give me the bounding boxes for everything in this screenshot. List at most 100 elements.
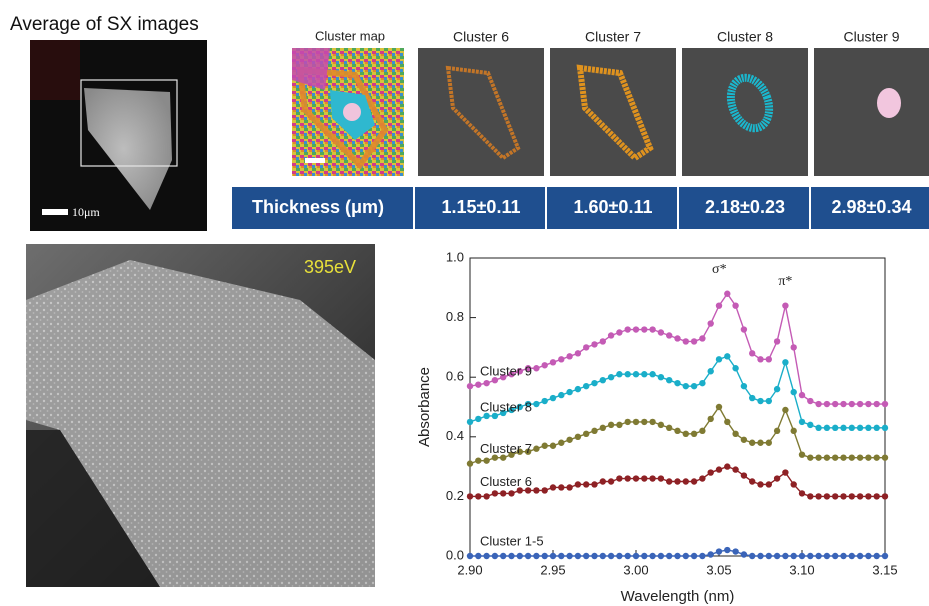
data-point	[716, 302, 722, 308]
cluster-header: Cluster 9	[843, 29, 899, 45]
data-point	[575, 386, 581, 392]
data-point	[616, 371, 622, 377]
data-point	[558, 356, 564, 362]
data-point	[741, 326, 747, 332]
data-point	[591, 481, 597, 487]
data-point	[708, 368, 714, 374]
data-point	[625, 553, 631, 559]
figure: Average of SX images 10μm Cluster map Cl…	[0, 0, 929, 606]
data-point	[475, 493, 481, 499]
data-point	[658, 422, 664, 428]
data-point	[874, 493, 880, 499]
data-point	[882, 425, 888, 431]
data-point	[600, 425, 606, 431]
data-point	[558, 440, 564, 446]
data-point	[741, 551, 747, 557]
x-tick-label: 3.05	[706, 562, 731, 577]
data-point	[475, 381, 481, 387]
data-point	[815, 425, 821, 431]
data-point	[666, 377, 672, 383]
data-point	[550, 395, 556, 401]
data-point	[550, 484, 556, 490]
x-tick-label: 2.90	[457, 562, 482, 577]
data-point	[766, 398, 772, 404]
data-point	[616, 329, 622, 335]
data-point	[849, 553, 855, 559]
series-line	[470, 356, 885, 428]
data-point	[774, 475, 780, 481]
data-point	[724, 463, 730, 469]
data-point	[882, 401, 888, 407]
data-point	[658, 329, 664, 335]
data-point	[849, 425, 855, 431]
data-point	[508, 490, 514, 496]
data-point	[566, 437, 572, 443]
data-point	[766, 553, 772, 559]
data-point	[600, 478, 606, 484]
cluster-image	[550, 48, 676, 176]
data-point	[583, 383, 589, 389]
data-point	[699, 380, 705, 386]
data-point	[857, 553, 863, 559]
data-point	[766, 356, 772, 362]
data-point	[874, 553, 880, 559]
data-point	[591, 428, 597, 434]
data-point	[807, 422, 813, 428]
data-point	[683, 338, 689, 344]
data-point	[824, 553, 830, 559]
data-point	[699, 553, 705, 559]
data-point	[807, 493, 813, 499]
series-line	[470, 294, 885, 404]
data-point	[674, 428, 680, 434]
cluster-header: Cluster 7	[585, 29, 641, 45]
map-label: Cluster map	[315, 28, 385, 43]
data-point	[641, 553, 647, 559]
data-point	[583, 481, 589, 487]
data-point	[625, 326, 631, 332]
data-point	[658, 553, 664, 559]
x-tick-label: 3.15	[872, 562, 897, 577]
data-point	[649, 419, 655, 425]
data-point	[542, 443, 548, 449]
data-point	[791, 481, 797, 487]
data-point	[566, 353, 572, 359]
x-tick-label: 3.00	[623, 562, 648, 577]
data-point	[649, 475, 655, 481]
data-point	[741, 437, 747, 443]
data-point	[616, 475, 622, 481]
data-point	[865, 454, 871, 460]
data-point	[533, 401, 539, 407]
data-point	[608, 332, 614, 338]
data-point	[533, 446, 539, 452]
energy-label: 395eV	[304, 257, 356, 277]
data-point	[799, 419, 805, 425]
series-label: Cluster 8	[480, 399, 532, 414]
data-point	[600, 338, 606, 344]
thickness-value: 2.18±0.23	[705, 197, 785, 217]
data-point	[550, 359, 556, 365]
data-point	[849, 493, 855, 499]
data-point	[791, 389, 797, 395]
data-point	[575, 434, 581, 440]
data-point	[799, 392, 805, 398]
data-point	[658, 374, 664, 380]
data-point	[782, 359, 788, 365]
data-point	[749, 478, 755, 484]
data-point	[699, 335, 705, 341]
data-point	[799, 490, 805, 496]
page: {"figure": { "title": "Average of SX ima…	[0, 0, 929, 606]
data-point	[815, 493, 821, 499]
data-point	[874, 454, 880, 460]
cluster-shape	[877, 88, 901, 118]
data-point	[691, 431, 697, 437]
data-point	[666, 553, 672, 559]
data-point	[716, 356, 722, 362]
data-point	[865, 401, 871, 407]
data-point	[649, 553, 655, 559]
x-axis-label: Wavelength (nm)	[621, 588, 735, 605]
data-point	[832, 493, 838, 499]
data-point	[550, 443, 556, 449]
data-point	[732, 548, 738, 554]
